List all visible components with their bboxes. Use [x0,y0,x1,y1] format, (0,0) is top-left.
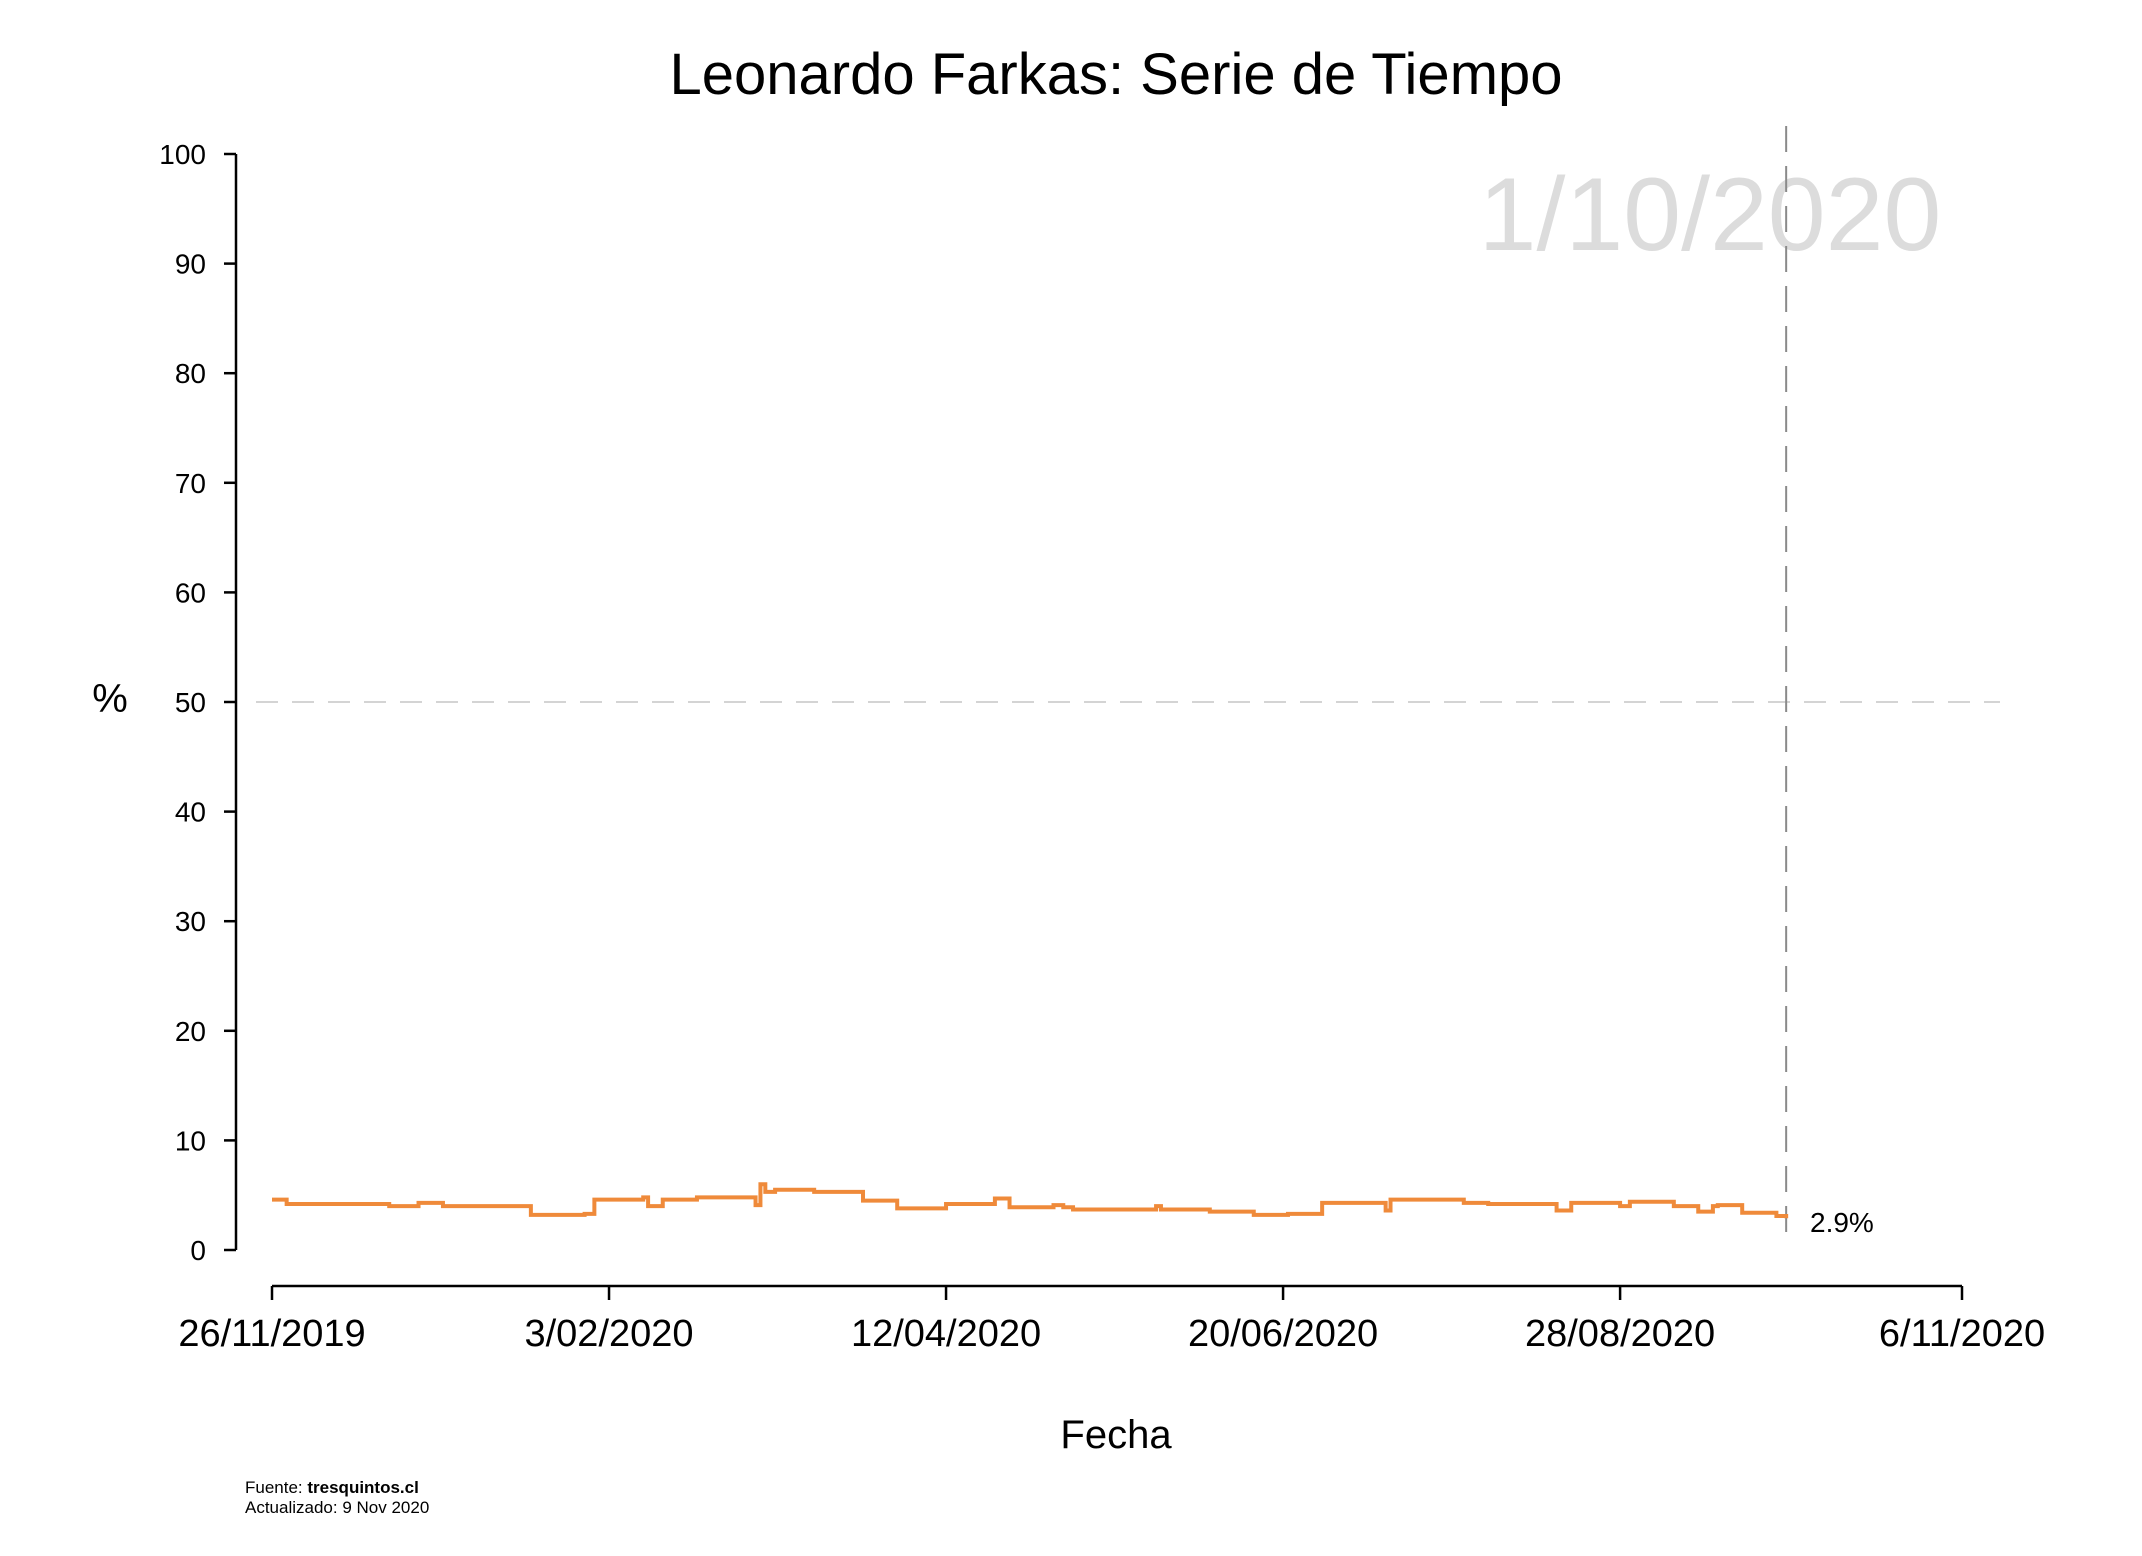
y-axis-label: % [92,677,128,721]
source-prefix: Fuente: [245,1478,308,1497]
x-tick-label-4: 28/08/2020 [1525,1313,1715,1355]
y-tick-label-80: 80 [175,358,206,389]
y-tick-label-20: 20 [175,1016,206,1047]
y-tick-label-10: 10 [175,1125,206,1156]
series-line [272,1182,1789,1219]
y-tick-label-0: 0 [190,1235,206,1266]
x-tick-label-3: 20/06/2020 [1188,1313,1378,1355]
end-value-label: 2.9% [1810,1207,1874,1238]
footer-updated: Actualizado: 9 Nov 2020 [245,1498,430,1517]
footer-source: Fuente: tresquintos.cl [245,1478,429,1498]
y-tick-label-40: 40 [175,797,206,828]
y-tick-label-90: 90 [175,249,206,280]
source-name: tresquintos.cl [307,1478,419,1497]
x-tick-label-5: 6/11/2020 [1879,1313,2045,1355]
y-tick-label-50: 50 [175,687,206,718]
y-tick-label-100: 100 [159,139,206,170]
x-tick-label-0: 26/11/2019 [178,1313,365,1355]
y-tick-label-70: 70 [175,468,206,499]
watermark-date: 1/10/2020 [1479,157,1942,273]
y-tick-label-60: 60 [175,577,206,608]
chart-title: Leonardo Farkas: Serie de Tiempo [669,42,1562,107]
footer: Fuente: tresquintos.cl Actualizado: 9 No… [245,1478,429,1518]
x-tick-label-1: 3/02/2020 [524,1313,693,1355]
y-tick-label-30: 30 [175,906,206,937]
x-tick-label-2: 12/04/2020 [851,1313,1041,1355]
x-axis-label: Fecha [1060,1413,1172,1457]
